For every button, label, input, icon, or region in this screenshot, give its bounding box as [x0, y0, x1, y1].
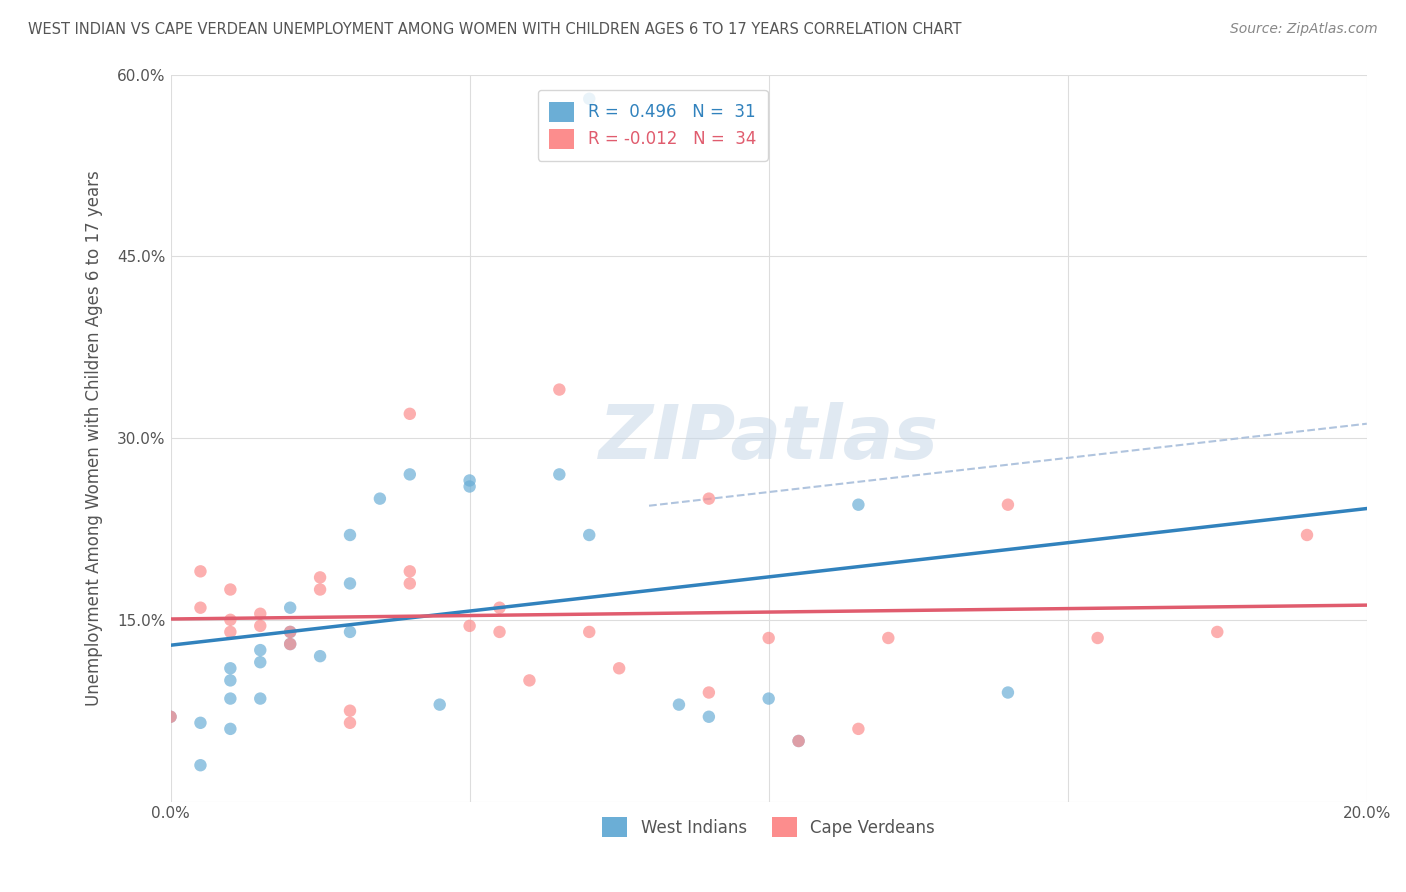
Point: [278, 600, 301, 615]
Point: [758, 631, 780, 645]
Point: [278, 637, 301, 651]
Point: [219, 624, 242, 639]
Point: [339, 715, 361, 730]
Point: [488, 624, 510, 639]
Point: [877, 631, 900, 645]
Point: [997, 498, 1019, 512]
Point: [668, 698, 690, 712]
Point: [278, 637, 301, 651]
Point: [159, 710, 181, 724]
Point: [758, 691, 780, 706]
Point: [249, 655, 271, 669]
Point: [398, 565, 420, 579]
Point: [848, 722, 870, 736]
Point: [398, 576, 420, 591]
Legend: West Indians, Cape Verdeans: West Indians, Cape Verdeans: [596, 811, 942, 844]
Point: [219, 691, 242, 706]
Point: [488, 600, 510, 615]
Text: ZIPatlas: ZIPatlas: [599, 401, 939, 475]
Point: [190, 715, 212, 730]
Text: Source: ZipAtlas.com: Source: ZipAtlas.com: [1230, 22, 1378, 37]
Point: [278, 624, 301, 639]
Point: [697, 710, 720, 724]
Point: [997, 685, 1019, 699]
Point: [219, 661, 242, 675]
Point: [458, 474, 481, 488]
Point: [429, 698, 451, 712]
Point: [787, 734, 810, 748]
Point: [1087, 631, 1109, 645]
Point: [697, 685, 720, 699]
Point: [190, 600, 212, 615]
Point: [339, 704, 361, 718]
Point: [249, 607, 271, 621]
Point: [309, 582, 332, 597]
Point: [1206, 624, 1229, 639]
Point: [578, 92, 600, 106]
Point: [398, 407, 420, 421]
Point: [190, 565, 212, 579]
Point: [309, 570, 332, 584]
Point: [339, 624, 361, 639]
Point: [607, 661, 630, 675]
Point: [458, 619, 481, 633]
Text: WEST INDIAN VS CAPE VERDEAN UNEMPLOYMENT AMONG WOMEN WITH CHILDREN AGES 6 TO 17 : WEST INDIAN VS CAPE VERDEAN UNEMPLOYMENT…: [28, 22, 962, 37]
Point: [578, 528, 600, 542]
Point: [339, 576, 361, 591]
Point: [249, 691, 271, 706]
Point: [697, 491, 720, 506]
Point: [249, 619, 271, 633]
Point: [519, 673, 541, 688]
Point: [1296, 528, 1319, 542]
Point: [339, 528, 361, 542]
Point: [190, 758, 212, 772]
Point: [548, 467, 571, 482]
Point: [368, 491, 391, 506]
Point: [249, 643, 271, 657]
Point: [848, 498, 870, 512]
Point: [278, 624, 301, 639]
Point: [578, 624, 600, 639]
Point: [309, 649, 332, 664]
Point: [219, 722, 242, 736]
Point: [398, 467, 420, 482]
Point: [219, 582, 242, 597]
Point: [458, 479, 481, 493]
Point: [219, 613, 242, 627]
Point: [159, 710, 181, 724]
Point: [787, 734, 810, 748]
Point: [548, 383, 571, 397]
Y-axis label: Unemployment Among Women with Children Ages 6 to 17 years: Unemployment Among Women with Children A…: [86, 170, 103, 706]
Point: [219, 673, 242, 688]
